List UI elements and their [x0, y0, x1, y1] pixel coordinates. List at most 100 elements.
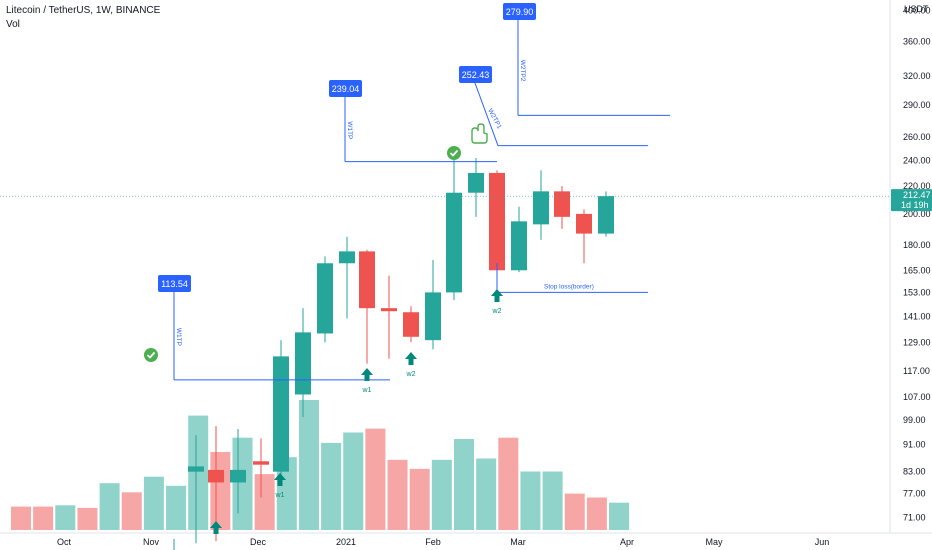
target-label: 113.54	[161, 279, 188, 289]
price-tick-label: 260.00	[903, 132, 931, 142]
candle-body	[446, 192, 462, 293]
arrow-up-icon	[491, 289, 503, 302]
arrow-up-icon	[405, 352, 417, 365]
candle-body	[533, 191, 549, 225]
price-tick-label: 290.00	[903, 100, 931, 110]
volume-bar	[343, 432, 364, 530]
price-tick-label: 141.00	[903, 311, 931, 321]
candle-body	[188, 466, 204, 472]
volume-bar	[586, 497, 607, 530]
volume-bar	[321, 442, 342, 530]
price-tick-label: 99.00	[903, 415, 926, 425]
candle-body	[253, 461, 269, 465]
price-tick-label: 400.00	[903, 6, 931, 16]
price-tick-label: 77.00	[903, 489, 926, 499]
check-icon-mark	[146, 351, 156, 359]
time-tick-label: Oct	[57, 537, 72, 547]
volume-bar	[609, 502, 630, 530]
volume-bar	[476, 458, 497, 530]
volume-bar	[121, 492, 142, 530]
price-tick-label: 129.00	[903, 337, 931, 347]
stop-loss-label: Stop loss(border)	[544, 283, 594, 290]
candle-body	[468, 172, 484, 193]
volume-bar	[166, 485, 187, 530]
volume-bar	[298, 400, 319, 530]
candle-body	[230, 469, 246, 483]
volume-bar	[431, 459, 452, 530]
volume-bar	[232, 437, 253, 530]
last-price-label-bg	[891, 189, 932, 212]
check-icon	[144, 348, 158, 362]
target-line-text: W1TP	[346, 121, 353, 139]
volume-indicator-label[interactable]: Vol	[6, 19, 20, 30]
time-tick-label: Mar	[510, 537, 526, 547]
price-axis-unit: USDT	[904, 4, 929, 14]
volume-bar	[387, 459, 408, 530]
target-label-box	[329, 80, 362, 97]
candle-body	[208, 469, 224, 483]
target-line-text: W1TP	[175, 328, 182, 346]
volume-bar	[188, 415, 209, 530]
candle-body	[554, 191, 570, 217]
volume-bar	[77, 507, 98, 530]
target-label-box	[503, 3, 536, 20]
check-icon	[447, 146, 461, 160]
price-tick-label: 180.00	[903, 240, 931, 250]
arrow-up-icon	[361, 368, 373, 381]
target-line-text: W2TP2	[519, 60, 526, 82]
price-tick-label: 320.00	[903, 71, 931, 81]
candle-body	[511, 221, 527, 271]
volume-bar	[564, 493, 585, 530]
candle-body	[359, 251, 375, 309]
candle-body	[339, 251, 355, 264]
volume-bar	[542, 471, 563, 530]
last-price-label: 212.47	[903, 190, 931, 200]
hand-pointer-icon	[471, 123, 488, 144]
arrow-label: w1	[275, 492, 285, 499]
volume-bar	[520, 471, 541, 530]
time-tick-label: Jun	[815, 537, 830, 547]
price-tick-label: 83.00	[903, 467, 926, 477]
arrow-label: w1	[362, 387, 372, 394]
chart-legend: Litecoin / TetherUS, 1W, BINANCE Vol	[6, 4, 160, 32]
candle-body	[295, 332, 311, 395]
target-label: 279.90	[506, 7, 534, 17]
target-label-box	[158, 275, 191, 292]
time-tick-label: 2021	[336, 537, 356, 547]
time-tick-label: Apr	[620, 537, 634, 547]
candle-body	[489, 172, 505, 271]
volume-bar	[11, 506, 31, 530]
volume-bar	[210, 452, 231, 530]
countdown-label: 1d 19h	[901, 200, 929, 210]
candle-body	[425, 292, 441, 341]
target-label-box	[459, 66, 492, 83]
target-connector	[474, 82, 499, 146]
price-tick-label: 165.00	[903, 265, 931, 275]
price-tick-label: 71.00	[903, 512, 926, 522]
price-tick-label: 360.00	[903, 37, 931, 47]
target-label: 252.43	[462, 70, 490, 80]
volume-bar	[365, 428, 386, 530]
candle-body	[317, 263, 333, 334]
time-tick-label: Nov	[143, 537, 160, 547]
time-tick-label: May	[705, 537, 723, 547]
volume-bar	[409, 468, 430, 530]
arrow-label: w2	[492, 308, 502, 315]
volume-bar	[454, 439, 474, 530]
candle-body	[381, 308, 397, 312]
arrow-up-icon	[210, 521, 222, 534]
volume-bar	[498, 437, 519, 530]
price-tick-label: 117.00	[903, 366, 930, 376]
volume-bar	[143, 476, 164, 530]
price-tick-label: 107.00	[903, 392, 931, 402]
volume-bar	[99, 483, 120, 530]
price-tick-label: 91.00	[903, 440, 926, 450]
symbol-title: Litecoin / TetherUS, 1W, BINANCE	[6, 5, 161, 16]
time-tick-label: Feb	[425, 537, 441, 547]
time-tick-label: Dec	[250, 537, 267, 547]
candle-body	[576, 213, 592, 234]
target-label: 239.04	[332, 84, 360, 94]
price-tick-label: 220.00	[903, 181, 931, 191]
